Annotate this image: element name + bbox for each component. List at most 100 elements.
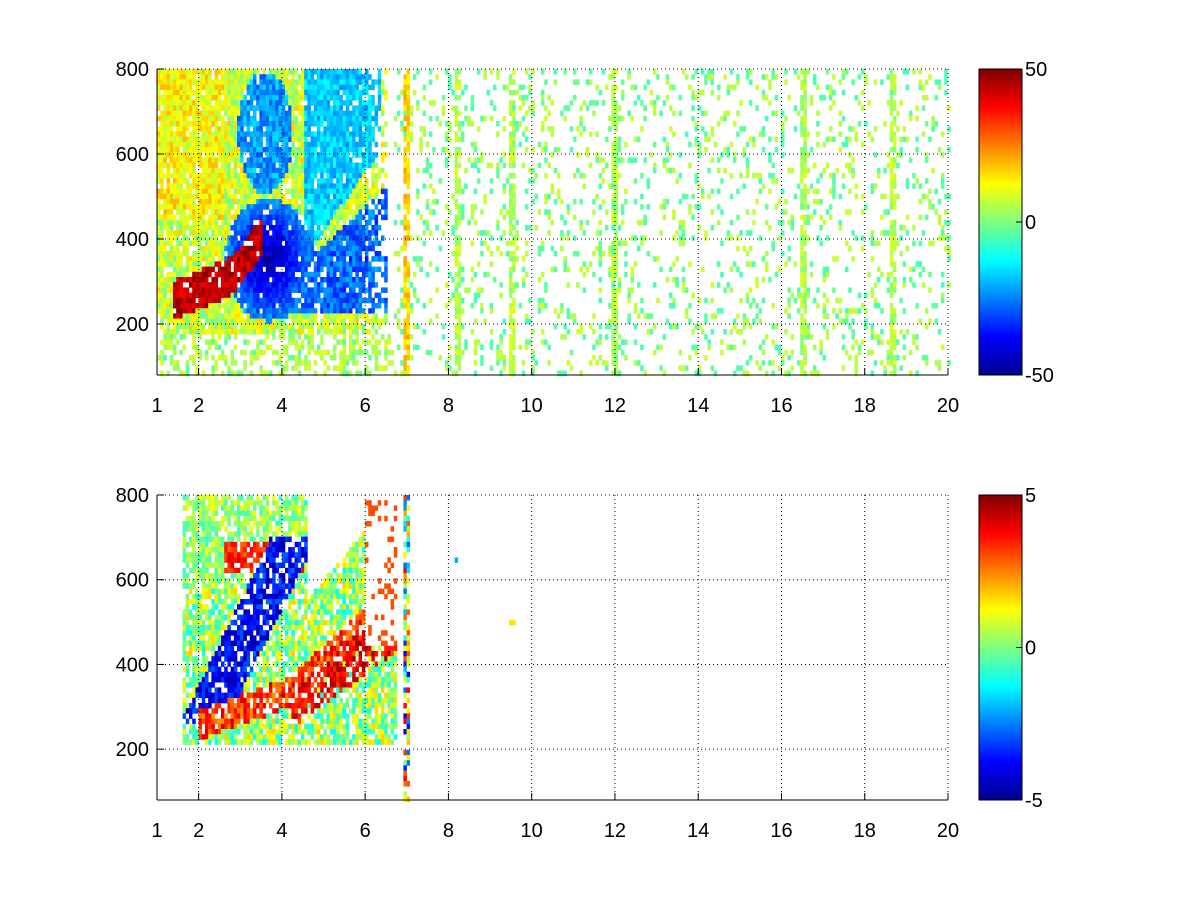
heatmap-cell — [278, 318, 283, 325]
heatmap-cell — [285, 225, 289, 231]
heatmap-cell — [521, 282, 526, 288]
heatmap-cell — [285, 303, 289, 309]
heatmap-cell — [310, 313, 315, 319]
heatmap-cell — [461, 89, 465, 96]
heatmap-cell — [710, 209, 715, 215]
heatmap-cell — [614, 178, 619, 184]
heatmap-cell — [691, 105, 695, 111]
heatmap-cell — [681, 225, 686, 231]
heatmap-cell — [454, 110, 459, 117]
heatmap-cell — [614, 141, 619, 148]
heatmap-cell — [304, 105, 308, 111]
heatmap-cell — [275, 219, 279, 226]
heatmap-cell — [323, 287, 327, 293]
heatmap-cell — [211, 121, 215, 127]
heatmap-cell — [550, 219, 555, 226]
heatmap-cell — [496, 349, 500, 356]
heatmap-cell — [256, 240, 260, 247]
heatmap-cell — [320, 157, 324, 163]
heatmap-cell — [185, 303, 190, 309]
heatmap-cell — [512, 131, 516, 137]
heatmap-cell — [371, 115, 375, 122]
heatmap-cell — [365, 74, 369, 80]
heatmap-cell — [333, 110, 337, 117]
heatmap-cell — [355, 183, 359, 189]
heatmap-cell — [585, 219, 590, 226]
heatmap-cell — [336, 219, 340, 226]
heatmap-cell — [233, 256, 238, 262]
heatmap-cell — [349, 136, 353, 143]
heatmap-cell — [381, 167, 385, 174]
heatmap-cell — [745, 297, 750, 304]
heatmap-cell — [544, 339, 548, 345]
heatmap-cell — [512, 251, 516, 257]
heatmap-cell — [377, 349, 382, 356]
heatmap-cell — [339, 266, 343, 273]
heatmap-cell — [320, 89, 324, 96]
heatmap-cell — [198, 308, 203, 314]
heatmap-cell — [275, 126, 279, 132]
heatmap-cell — [227, 329, 231, 335]
heatmap-cell — [237, 370, 241, 377]
heatmap-cell — [384, 349, 388, 356]
heatmap-cell — [397, 323, 401, 330]
heatmap-cell — [403, 199, 407, 205]
heatmap-cell — [246, 115, 251, 122]
heatmap-cell — [288, 251, 292, 257]
heatmap-cell — [729, 344, 734, 351]
heatmap-cell — [397, 204, 401, 210]
heatmap-cell — [477, 287, 481, 293]
heatmap-cell — [157, 193, 161, 200]
heatmap-cell — [313, 100, 318, 106]
heatmap-cell — [288, 209, 292, 215]
heatmap-cell — [509, 214, 513, 221]
heatmap-cell — [345, 245, 350, 252]
heatmap-cell — [358, 323, 363, 330]
heatmap-cell — [249, 69, 254, 75]
heatmap-cell — [457, 308, 462, 314]
heatmap-cell — [211, 214, 215, 221]
heatmap-cell — [160, 339, 164, 345]
heatmap-cell — [697, 323, 702, 330]
heatmap-cell — [621, 209, 625, 215]
heatmap-cell — [374, 219, 379, 226]
heatmap-cell — [781, 131, 785, 137]
heatmap-cell — [301, 230, 305, 236]
heatmap-cell — [301, 126, 305, 132]
heatmap-cell — [288, 256, 292, 262]
heatmap-cell — [201, 329, 206, 335]
heatmap-cell — [345, 271, 350, 278]
heatmap-cell — [345, 313, 350, 319]
heatmap-cell — [233, 209, 238, 215]
heatmap-cell — [262, 261, 267, 267]
heatmap-cell — [173, 360, 177, 366]
heatmap-cell — [179, 152, 183, 158]
heatmap-cell — [227, 313, 231, 319]
heatmap-cell — [643, 115, 647, 122]
heatmap-cell — [240, 141, 244, 148]
heatmap-cell — [771, 110, 775, 117]
heatmap-cell — [249, 370, 254, 377]
heatmap-cell — [182, 329, 187, 335]
heatmap-cell — [179, 292, 183, 299]
heatmap-cell — [326, 329, 331, 335]
heatmap-cell — [205, 225, 209, 231]
heatmap-cell — [611, 282, 615, 288]
heatmap-cell — [361, 167, 366, 174]
heatmap-cell — [710, 126, 715, 132]
heatmap-cell — [509, 74, 513, 80]
heatmap-cell — [192, 266, 196, 273]
heatmap-cell — [691, 95, 695, 101]
heatmap-cell — [297, 282, 302, 288]
heatmap-cell — [259, 193, 263, 200]
heatmap-cell — [368, 100, 372, 106]
heatmap-cell — [205, 240, 209, 247]
heatmap-cell — [253, 349, 257, 356]
heatmap-cell — [301, 344, 305, 351]
heatmap-cell — [723, 110, 727, 117]
heatmap-cell — [198, 349, 203, 356]
heatmap-cell — [576, 79, 580, 85]
heatmap-cell — [329, 110, 334, 117]
heatmap-cell — [733, 344, 737, 351]
heatmap-cell — [512, 365, 516, 371]
